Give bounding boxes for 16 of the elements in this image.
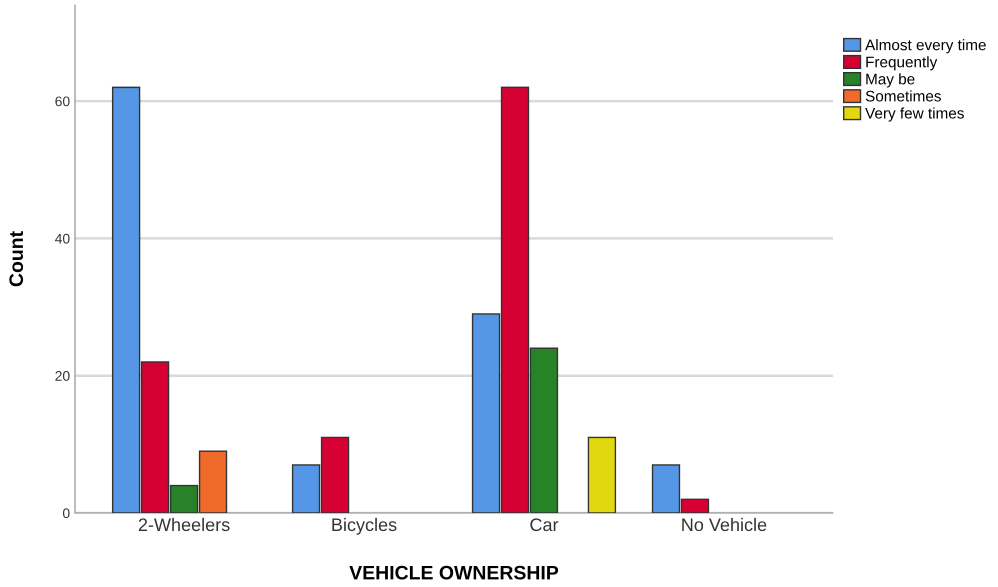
y-tick-label: 40: [55, 234, 70, 244]
legend-label: Sometimes: [866, 90, 941, 102]
y-tick-label: 0: [62, 508, 70, 518]
legend-label: Very few times: [865, 107, 964, 122]
y-tick-label: 20: [55, 371, 70, 381]
legend-label: May be: [866, 73, 915, 88]
x-tick-label: Bicycles: [332, 518, 396, 535]
x-tick-label: 2-Wheelers: [138, 518, 230, 532]
bar: [588, 436, 616, 513]
x-tick-label: Car: [530, 518, 558, 532]
x-axis-title: VEHICLE OWNERSHIP: [349, 566, 558, 580]
y-axis-title: Count: [9, 231, 24, 286]
legend-label: Almost every time: [865, 39, 986, 54]
x-tick-label: No Vehicle: [682, 518, 766, 532]
y-tick-label: 60: [55, 96, 70, 106]
legend-label: Frequently: [866, 56, 938, 70]
